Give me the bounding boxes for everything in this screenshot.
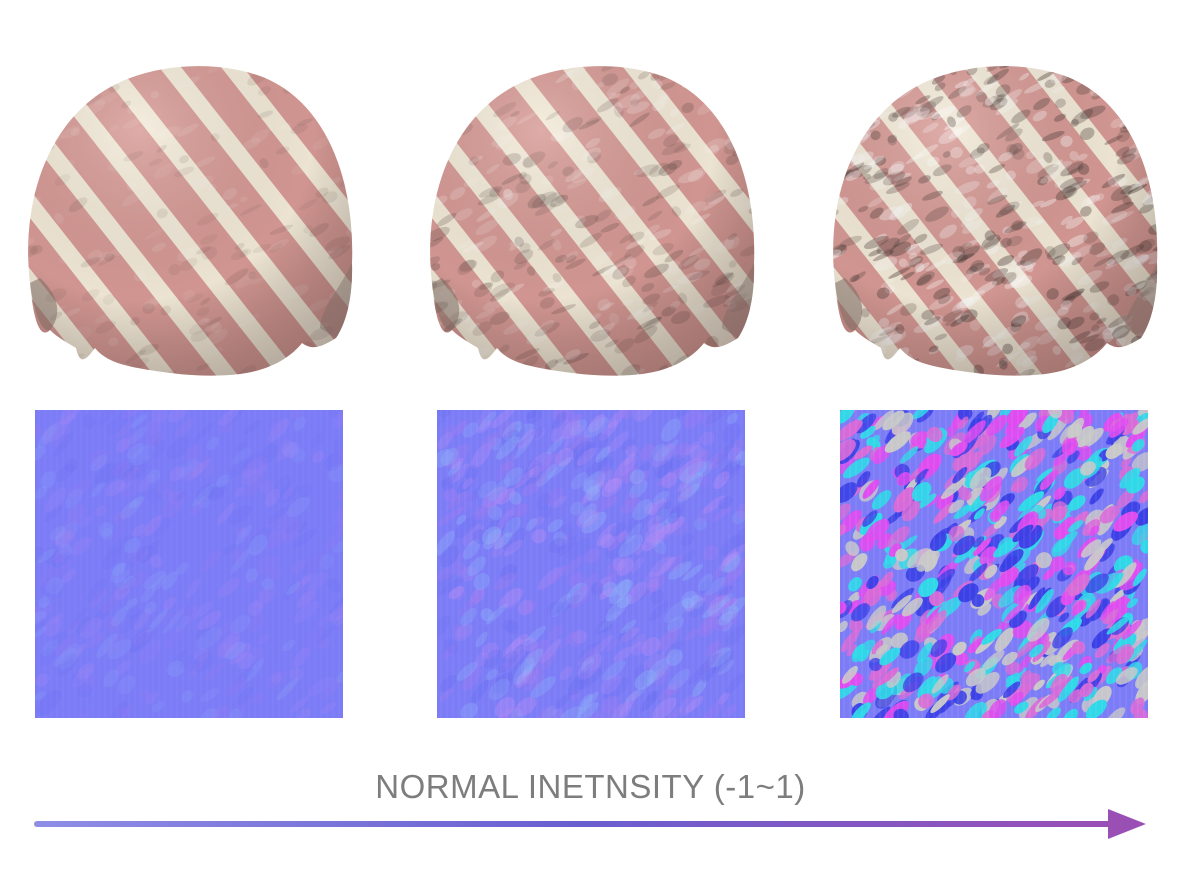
intensity-arrow: [30, 806, 1155, 842]
cloth-stripe: [833, 66, 837, 376]
cloth-stripe: [1157, 66, 1158, 376]
normal-map-low: [35, 410, 343, 718]
cloth-stripe: [352, 66, 353, 376]
normal-map-high: [840, 410, 1148, 718]
normal-intensity-caption: NORMAL INETNSITY (-1~1): [375, 768, 806, 805]
cloth-stripe: [754, 66, 755, 376]
cloth-render-high: [825, 48, 1165, 378]
cloth-render-medium: [422, 48, 762, 378]
cloth-render-low: [20, 48, 360, 378]
normal-map-medium: [437, 410, 745, 718]
cloth-stripe: [28, 66, 32, 376]
cloth-stripe: [430, 66, 434, 376]
